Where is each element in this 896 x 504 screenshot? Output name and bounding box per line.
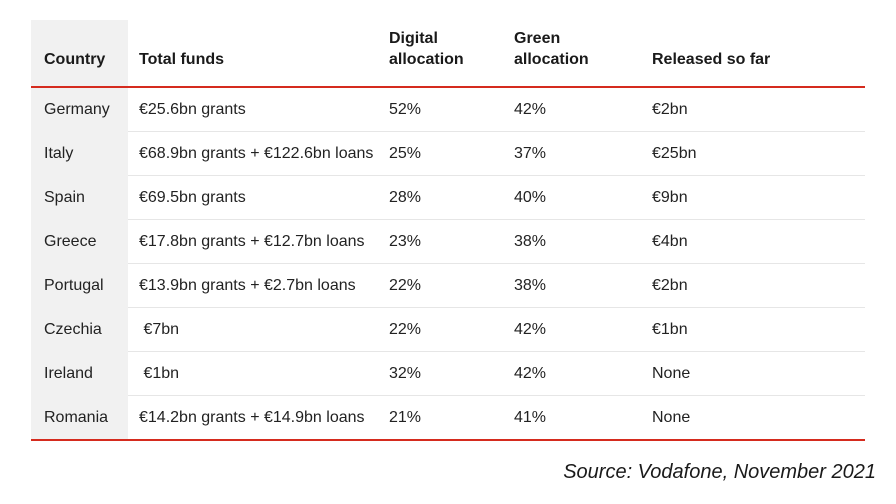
- header-released-so-far: Released so far: [652, 51, 771, 68]
- source-caption: Source: Vodafone, November 2021: [563, 461, 876, 483]
- row-separator: [128, 131, 865, 132]
- cell-released-so-far: €4bn: [652, 233, 688, 250]
- cell-total-funds: €68.9bn grants + €122.6bn loans: [139, 145, 374, 162]
- cell-digital-allocation: 52%: [389, 101, 422, 118]
- cell-digital-allocation: 22%: [389, 277, 422, 294]
- cell-green-allocation: 42%: [514, 101, 547, 118]
- cell-released-so-far: €2bn: [652, 101, 688, 118]
- cell-total-funds: €7bn: [139, 321, 180, 338]
- cell-green-allocation: 38%: [514, 277, 547, 294]
- row-separator: [128, 307, 865, 308]
- cell-digital-allocation: 23%: [389, 233, 422, 250]
- cell-green-allocation: 37%: [514, 145, 547, 162]
- cell-green-allocation: 42%: [514, 365, 547, 382]
- cell-digital-allocation: 21%: [389, 409, 422, 426]
- table-row: Portugal €13.9bn grants + €2.7bn loans 2…: [31, 264, 865, 308]
- cell-total-funds: €25.6bn grants: [139, 101, 246, 118]
- cell-released-so-far: €9bn: [652, 189, 688, 206]
- cell-digital-allocation: 22%: [389, 321, 422, 338]
- table-row: Greece €17.8bn grants + €12.7bn loans 23…: [31, 220, 865, 264]
- header-total-funds: Total funds: [139, 51, 225, 68]
- cell-total-funds: €13.9bn grants + €2.7bn loans: [139, 277, 356, 294]
- table-row: Italy €68.9bn grants + €122.6bn loans 25…: [31, 132, 865, 176]
- cell-total-funds: €1bn: [139, 365, 180, 382]
- cell-digital-allocation: 25%: [389, 145, 422, 162]
- cell-digital-allocation: 28%: [389, 189, 422, 206]
- cell-released-so-far: None: [652, 365, 691, 382]
- cell-released-so-far: None: [652, 409, 691, 426]
- row-separator: [128, 351, 865, 352]
- row-separator: [128, 263, 865, 264]
- cell-country: Germany: [44, 101, 110, 118]
- cell-green-allocation: 40%: [514, 189, 547, 206]
- cell-digital-allocation: 32%: [389, 365, 422, 382]
- table-row: Czechia €7bn 22% 42% €1bn: [31, 308, 865, 352]
- funds-table: Country Total funds Digital allocation G…: [31, 20, 865, 441]
- table-body: Germany €25.6bn grants 52% 42% €2bn Ital…: [31, 88, 865, 440]
- cell-green-allocation: 38%: [514, 233, 547, 250]
- table-row: Romania €14.2bn grants + €14.9bn loans 2…: [31, 396, 865, 440]
- cell-released-so-far: €1bn: [652, 321, 688, 338]
- country-column-background: [31, 20, 128, 441]
- cell-released-so-far: €2bn: [652, 277, 688, 294]
- cell-country: Czechia: [44, 321, 102, 338]
- cell-total-funds: €69.5bn grants: [139, 189, 246, 206]
- cell-green-allocation: 41%: [514, 409, 547, 426]
- table-row: Ireland €1bn 32% 42% None: [31, 352, 865, 396]
- cell-country: Ireland: [44, 365, 93, 382]
- table-header: Country Total funds Digital allocation G…: [31, 20, 865, 88]
- header-country: Country: [44, 51, 106, 68]
- table-row: Germany €25.6bn grants 52% 42% €2bn: [31, 88, 865, 132]
- cell-country: Portugal: [44, 277, 104, 294]
- cell-released-so-far: €25bn: [652, 145, 697, 162]
- table-row: Spain €69.5bn grants 28% 40% €9bn: [31, 176, 865, 220]
- cell-total-funds: €17.8bn grants + €12.7bn loans: [139, 233, 365, 250]
- row-separator: [128, 395, 865, 396]
- cell-country: Spain: [44, 189, 85, 206]
- header-digital-allocation: Digital allocation: [389, 30, 464, 68]
- table-bottom-rule: [31, 439, 865, 441]
- cell-country: Romania: [44, 409, 109, 426]
- cell-total-funds: €14.2bn grants + €14.9bn loans: [139, 409, 365, 426]
- cell-country: Italy: [44, 145, 74, 162]
- cell-country: Greece: [44, 233, 97, 250]
- header-green-allocation: Green allocation: [514, 30, 589, 68]
- row-separator: [128, 219, 865, 220]
- cell-green-allocation: 42%: [514, 321, 547, 338]
- row-separator: [128, 175, 865, 176]
